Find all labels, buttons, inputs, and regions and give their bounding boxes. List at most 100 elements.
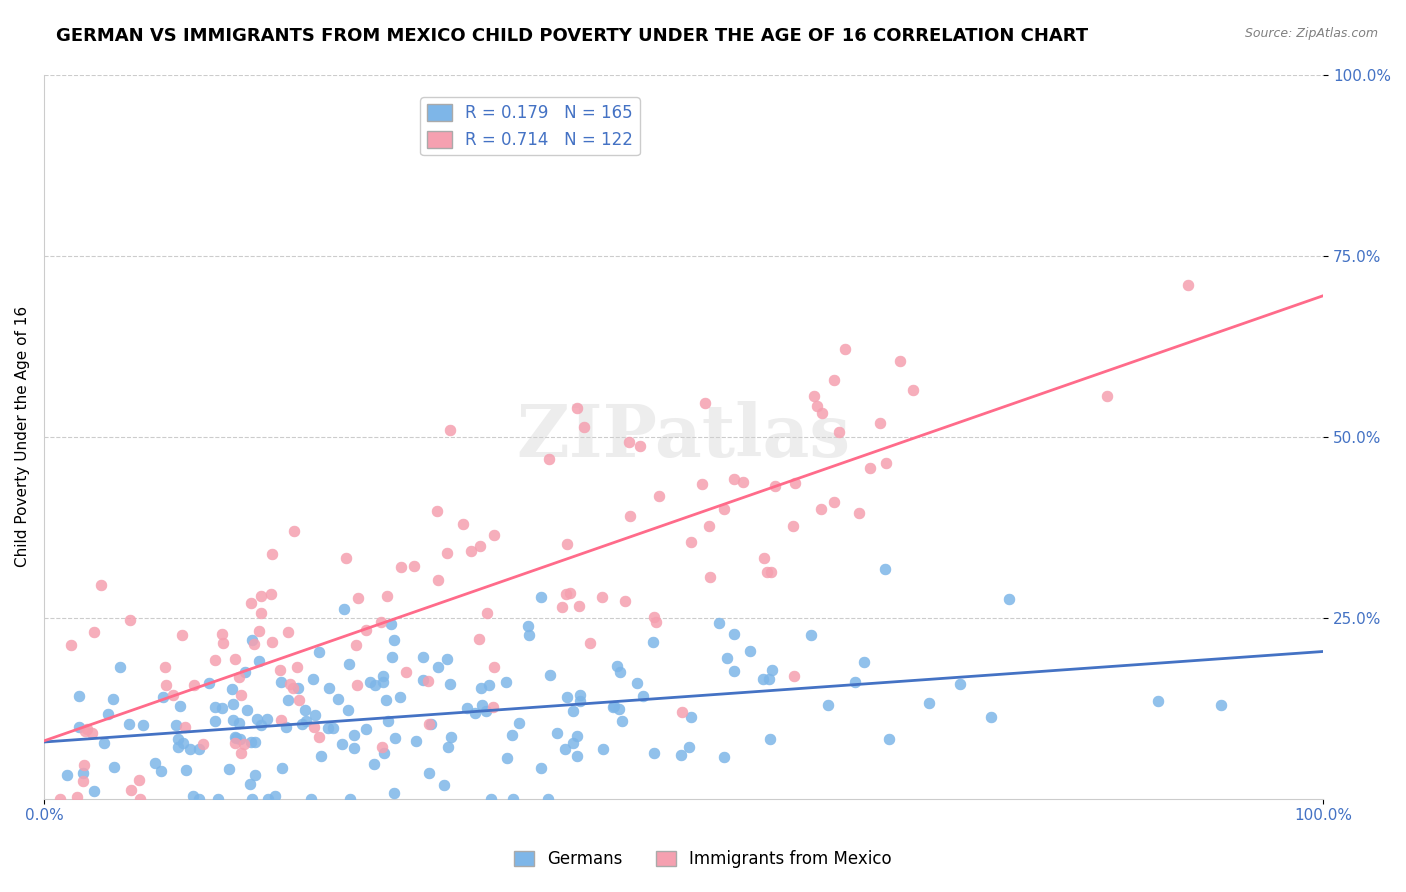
Point bbox=[250, 589, 273, 603]
Point bbox=[425, 503, 447, 517]
Point bbox=[707, 616, 730, 631]
Point bbox=[475, 606, 498, 620]
Point bbox=[240, 735, 263, 749]
Point bbox=[671, 705, 693, 719]
Point bbox=[456, 700, 478, 714]
Point bbox=[274, 720, 297, 734]
Point bbox=[283, 681, 305, 695]
Point bbox=[183, 678, 205, 692]
Point bbox=[271, 761, 294, 775]
Point bbox=[817, 698, 839, 712]
Point bbox=[439, 423, 461, 437]
Legend: R = 0.179   N = 165, R = 0.714   N = 122: R = 0.179 N = 165, R = 0.714 N = 122 bbox=[420, 97, 640, 155]
Point bbox=[783, 669, 806, 683]
Point bbox=[269, 663, 291, 677]
Point bbox=[245, 734, 267, 748]
Point bbox=[247, 654, 270, 668]
Point bbox=[283, 524, 305, 538]
Point bbox=[218, 762, 240, 776]
Point bbox=[343, 741, 366, 756]
Point bbox=[901, 383, 924, 397]
Point bbox=[579, 636, 602, 650]
Point bbox=[695, 396, 717, 410]
Point bbox=[304, 708, 326, 723]
Point bbox=[260, 587, 283, 601]
Point bbox=[468, 632, 491, 646]
Point bbox=[980, 710, 1002, 724]
Point bbox=[363, 757, 385, 772]
Point bbox=[537, 791, 560, 805]
Point bbox=[464, 706, 486, 720]
Point bbox=[823, 373, 845, 387]
Point bbox=[72, 765, 94, 780]
Point bbox=[374, 693, 396, 707]
Point bbox=[204, 653, 226, 667]
Point bbox=[949, 677, 972, 691]
Point bbox=[844, 674, 866, 689]
Point bbox=[859, 461, 882, 475]
Point bbox=[427, 660, 450, 674]
Point bbox=[460, 544, 482, 558]
Point bbox=[332, 601, 354, 615]
Point bbox=[188, 791, 211, 805]
Point bbox=[165, 718, 187, 732]
Point bbox=[73, 723, 96, 738]
Point bbox=[239, 777, 262, 791]
Point bbox=[240, 597, 263, 611]
Point bbox=[763, 479, 786, 493]
Point bbox=[554, 586, 576, 600]
Point bbox=[562, 704, 585, 718]
Point bbox=[603, 699, 626, 714]
Point bbox=[67, 721, 90, 735]
Point bbox=[404, 558, 426, 573]
Point bbox=[354, 623, 377, 637]
Point bbox=[482, 660, 505, 674]
Point bbox=[172, 736, 194, 750]
Point bbox=[1147, 694, 1170, 708]
Text: GERMAN VS IMMIGRANTS FROM MEXICO CHILD POVERTY UNDER THE AGE OF 16 CORRELATION C: GERMAN VS IMMIGRANTS FROM MEXICO CHILD P… bbox=[56, 27, 1088, 45]
Point bbox=[759, 731, 782, 746]
Point bbox=[343, 729, 366, 743]
Point bbox=[713, 501, 735, 516]
Point bbox=[290, 716, 312, 731]
Point bbox=[395, 665, 418, 679]
Point bbox=[247, 624, 270, 638]
Point bbox=[516, 619, 538, 633]
Point bbox=[592, 741, 614, 756]
Point bbox=[108, 660, 131, 674]
Point bbox=[382, 632, 405, 647]
Point bbox=[681, 534, 703, 549]
Point bbox=[167, 731, 190, 746]
Point bbox=[782, 519, 804, 533]
Point bbox=[565, 748, 588, 763]
Point bbox=[810, 406, 832, 420]
Point bbox=[152, 690, 174, 704]
Point bbox=[436, 546, 458, 560]
Point bbox=[207, 791, 229, 805]
Point bbox=[418, 766, 440, 780]
Point bbox=[800, 627, 823, 641]
Point bbox=[76, 722, 98, 736]
Point bbox=[181, 789, 204, 803]
Point bbox=[354, 723, 377, 737]
Point bbox=[118, 717, 141, 731]
Point bbox=[212, 636, 235, 650]
Point bbox=[225, 731, 247, 745]
Point bbox=[153, 659, 176, 673]
Point bbox=[609, 665, 631, 680]
Point bbox=[49, 791, 72, 805]
Point bbox=[83, 625, 105, 640]
Point bbox=[301, 672, 323, 686]
Text: ZIPatlas: ZIPatlas bbox=[516, 401, 851, 472]
Point bbox=[574, 420, 596, 434]
Point bbox=[222, 713, 245, 727]
Point bbox=[436, 652, 458, 666]
Point bbox=[330, 737, 353, 751]
Point bbox=[501, 727, 523, 741]
Point bbox=[173, 720, 195, 734]
Point bbox=[761, 663, 783, 677]
Point bbox=[495, 675, 517, 690]
Point bbox=[191, 737, 214, 751]
Point bbox=[228, 716, 250, 731]
Point bbox=[626, 676, 648, 690]
